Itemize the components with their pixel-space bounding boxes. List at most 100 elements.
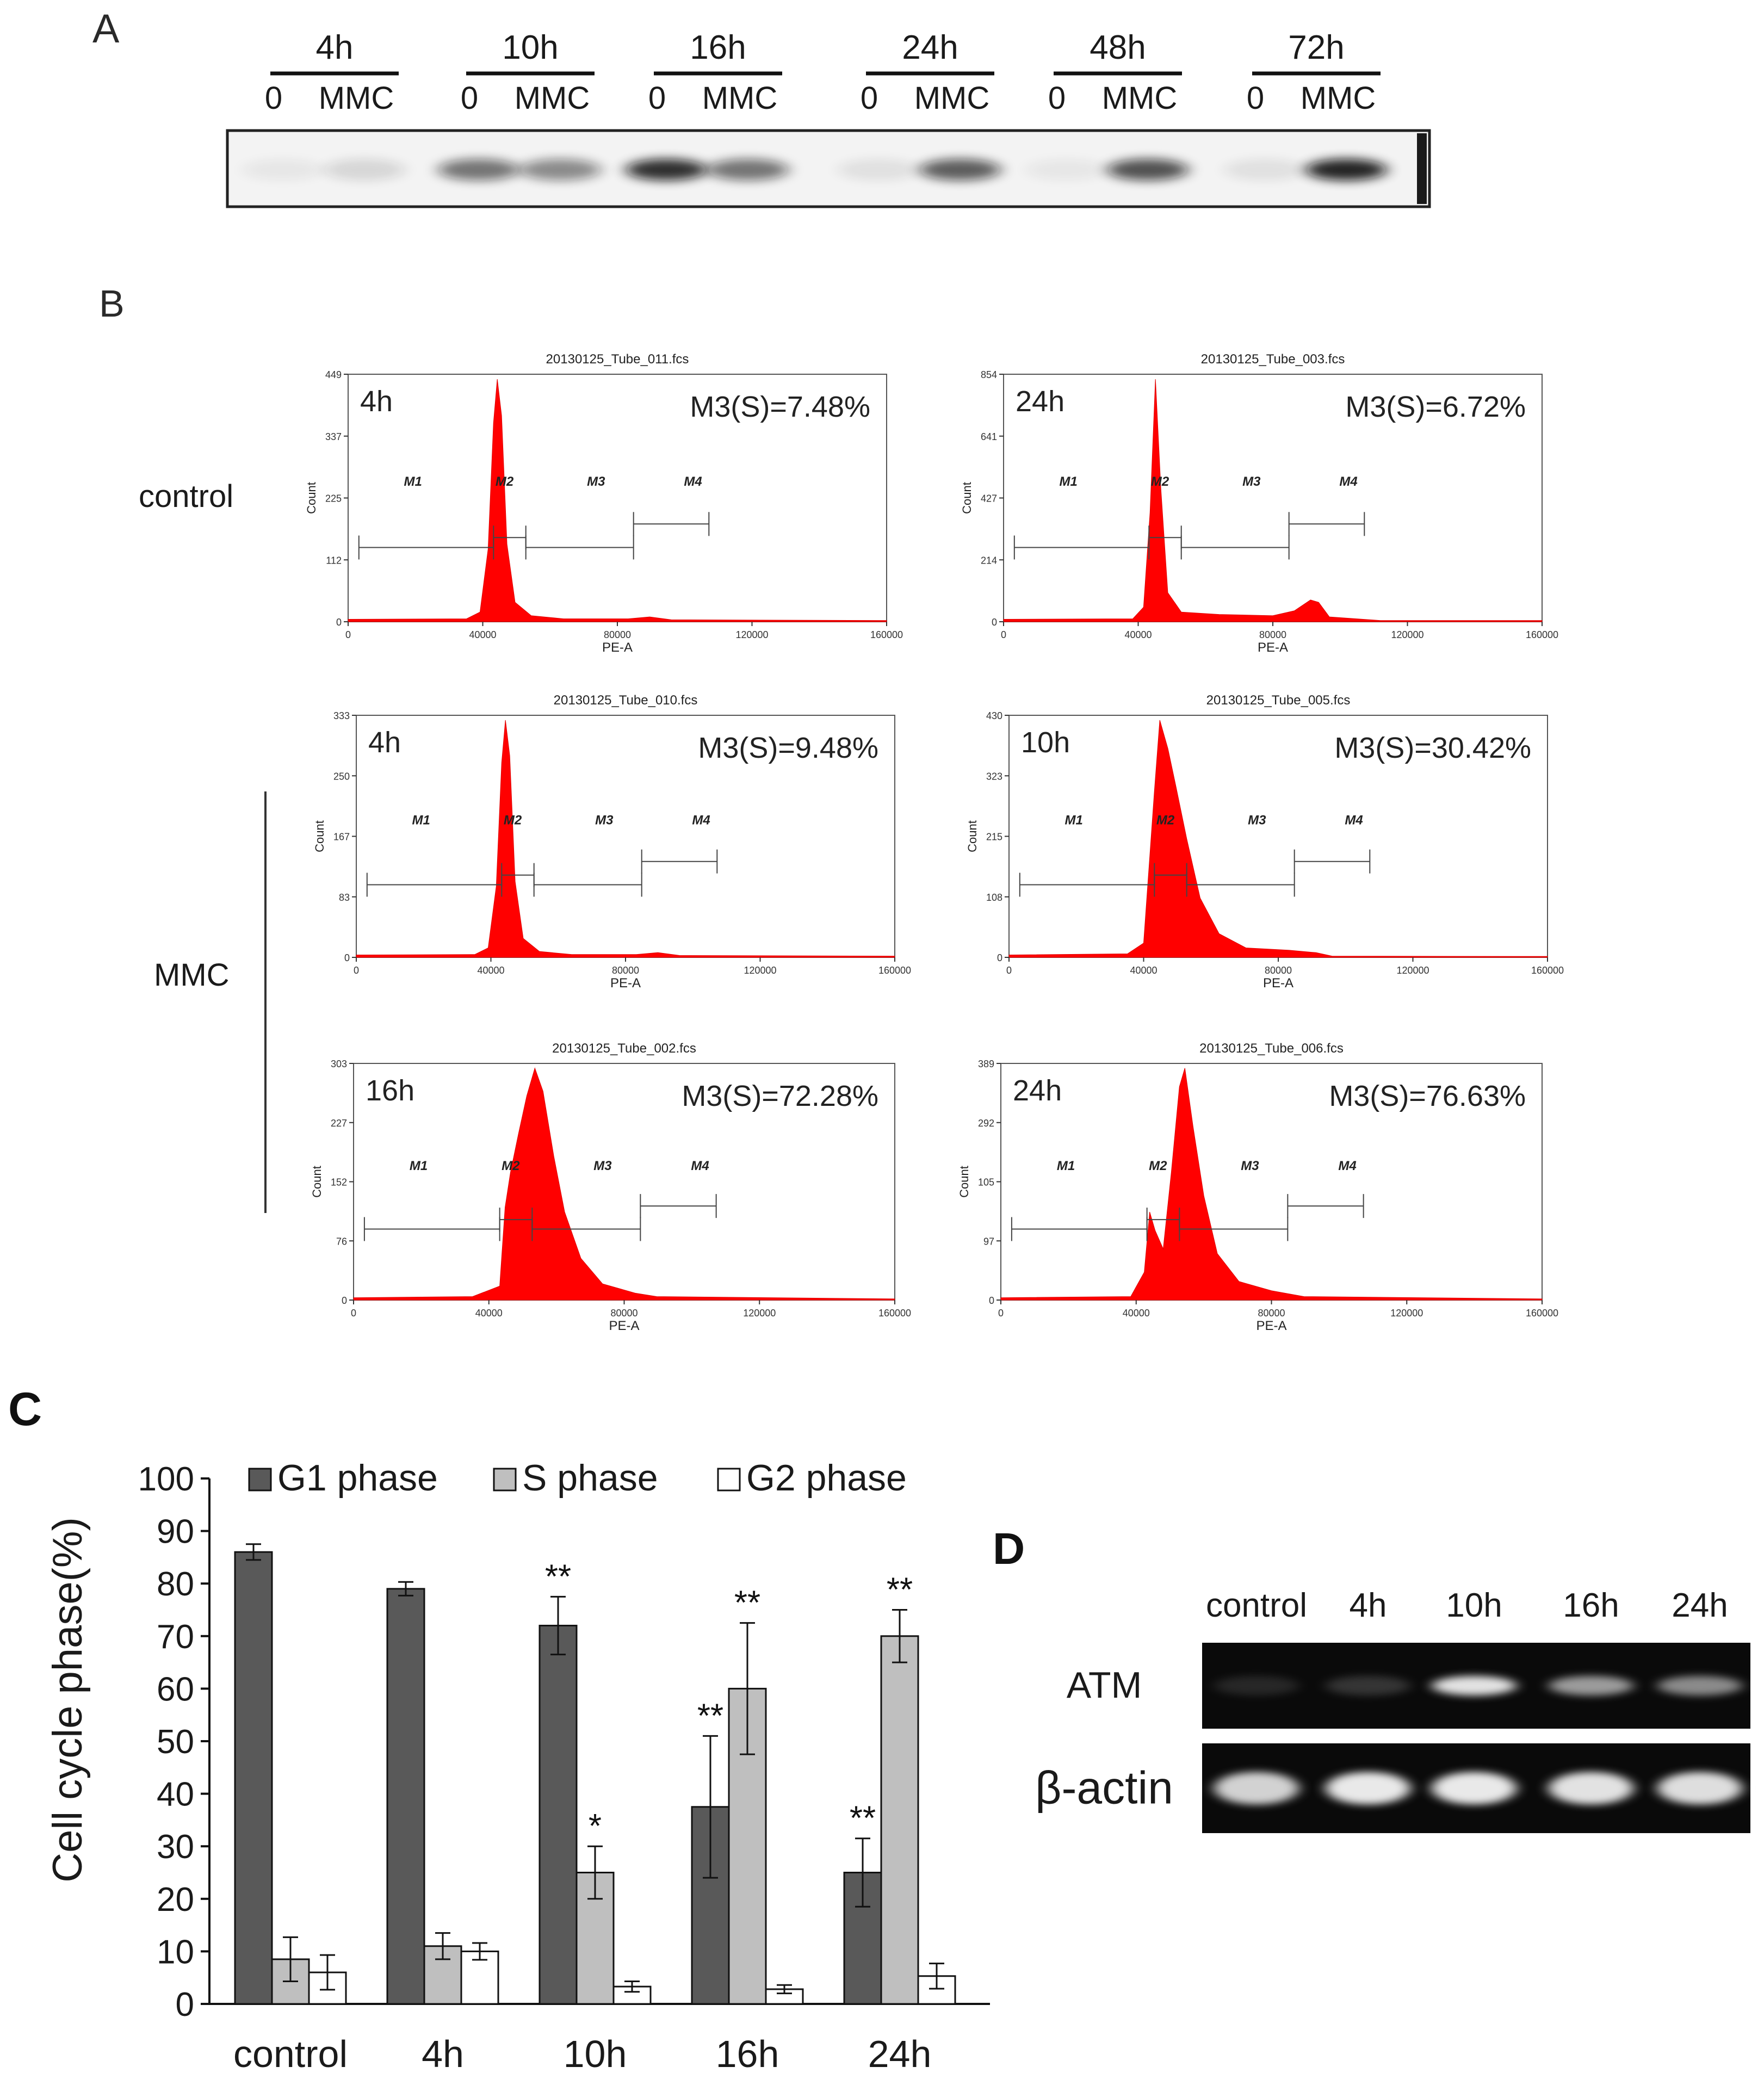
x-axis-title: PE-A [609, 1319, 639, 1333]
gate-marker-label: M4 [1339, 474, 1357, 489]
gel-row-label: β-actin [1035, 1762, 1173, 1814]
gel-band [1549, 1676, 1633, 1695]
bar [234, 1551, 273, 2005]
gate-marker-label: M2 [1149, 1159, 1167, 1173]
x-tick-label: 160000 [878, 965, 911, 976]
x-tick-label: 0 [998, 1308, 1004, 1319]
panel-d-letter: D [993, 1524, 1025, 1574]
row-label-control: control [139, 479, 233, 514]
gate-marker-label: M2 [496, 474, 514, 489]
plot-time-label: 10h [1021, 726, 1070, 759]
gate-marker-label: M1 [1057, 1159, 1075, 1173]
y-tick-label: 250 [333, 771, 350, 782]
western-blot-band [1305, 159, 1387, 181]
y-tick-label: 389 [978, 1059, 994, 1069]
x-tick-label: 0 [351, 1308, 356, 1319]
y-axis-title: Count [965, 820, 979, 852]
plot-filename: 20130125_Tube_003.fcs [1201, 352, 1345, 367]
western-blot-band [519, 159, 601, 181]
plot-filename: 20130125_Tube_011.fcs [546, 352, 689, 367]
gate-marker-label: M2 [502, 1159, 520, 1173]
gel-lane-label: 16h [1563, 1587, 1619, 1624]
y-tick-label: 0 [342, 1295, 347, 1306]
x-category-label: 10h [564, 2033, 627, 2073]
y-tick-label: 0 [989, 1295, 994, 1306]
timepoint-label: 48h [1090, 29, 1146, 66]
y-tick-label: 0 [997, 952, 1002, 963]
gate-marker-label: M1 [410, 1159, 428, 1173]
legend-swatch [717, 1468, 741, 1492]
gate-marker-label: M3 [593, 1159, 612, 1173]
x-axis-title: PE-A [1258, 640, 1288, 655]
gate-marker-label: M4 [691, 1159, 709, 1173]
lane-label-mmc: MMC [702, 81, 778, 116]
lane-label-mmc: MMC [515, 81, 590, 116]
gate-marker-label: M4 [692, 813, 710, 827]
y-tick-label: 215 [986, 832, 1002, 843]
y-tick-label: 427 [981, 493, 997, 504]
plot-frame [356, 715, 895, 958]
plot-time-label: 24h [1016, 385, 1064, 418]
timepoint-label: 4h [316, 29, 354, 66]
x-category-label: 4h [422, 2033, 464, 2073]
significance-marker: * [589, 1808, 602, 1845]
gel-lane-label: 4h [1350, 1587, 1387, 1624]
x-tick-label: 80000 [1265, 965, 1292, 976]
x-tick-label: 0 [345, 629, 351, 640]
x-tick-label: 160000 [878, 1308, 911, 1319]
y-tick-label: 30 [157, 1828, 194, 1866]
plot-s-phase-label: M3(S)=7.48% [690, 391, 870, 423]
significance-marker: ** [545, 1558, 571, 1595]
gel-lane-label: 10h [1446, 1587, 1502, 1624]
gel-lane-label: control [1206, 1587, 1307, 1624]
x-tick-label: 40000 [469, 629, 496, 640]
gate-marker-label: M1 [1065, 813, 1083, 827]
x-tick-label: 80000 [604, 629, 631, 640]
plot-s-phase-label: M3(S)=9.48% [698, 732, 878, 764]
x-tick-label: 120000 [744, 965, 776, 976]
x-tick-label: 40000 [1123, 1308, 1150, 1319]
plot-frame [353, 1063, 895, 1301]
x-tick-label: 160000 [1531, 965, 1564, 976]
plot-filename: 20130125_Tube_010.fcs [554, 693, 698, 708]
histogram-area [353, 1067, 895, 1301]
lane-label-mmc: MMC [914, 81, 990, 116]
histogram-area [1000, 1068, 1543, 1301]
gate-marker-label: M2 [1156, 813, 1175, 827]
legend-label: S phase [522, 1457, 658, 1499]
y-tick-label: 0 [344, 952, 350, 963]
gel-band [1214, 1676, 1299, 1695]
y-tick-label: 641 [981, 431, 997, 442]
y-tick-label: 323 [986, 771, 1002, 782]
histogram-area [1008, 720, 1548, 958]
x-tick-label: 120000 [735, 629, 768, 640]
x-category-label: control [233, 2033, 348, 2073]
gate-marker-label: M2 [1151, 474, 1169, 489]
significance-marker: ** [697, 1697, 723, 1735]
y-tick-label: 60 [157, 1670, 194, 1708]
x-tick-label: 0 [1006, 965, 1012, 976]
panel-a-lane-headers: 4h 0 MMC 10h 0 MMC 16h 0 MMC 24h 0 MMC 48h 0 MMC 72h 0 MM… [265, 29, 1381, 116]
y-tick-label: 20 [157, 1881, 194, 1919]
y-tick-label: 337 [325, 431, 342, 442]
x-tick-label: 80000 [1259, 629, 1286, 640]
x-axis-title: PE-A [602, 640, 633, 655]
y-axis-title: Count [957, 1166, 971, 1198]
western-blot-bands [242, 159, 1387, 181]
panel-a: A 4h 0 MMC 10h 0 MMC 16h 0 MMC 24h 0 MMC 48h 0 MMC 72h 0… [92, 6, 1431, 208]
legend-label: G1 phase [277, 1457, 438, 1499]
bar [539, 1624, 578, 2005]
western-blot-band [1224, 159, 1305, 181]
legend-label: G2 phase [746, 1457, 907, 1499]
y-tick-label: 83 [339, 892, 350, 903]
y-axis-title: Count [960, 482, 974, 514]
y-tick-label: 152 [331, 1177, 347, 1188]
gel-band [1214, 1772, 1299, 1805]
gate-marker-label: M3 [1242, 474, 1261, 489]
y-tick-label: 112 [326, 555, 342, 566]
histogram-area [356, 720, 895, 958]
western-blot-band [1107, 159, 1189, 181]
lane-label-zero: 0 [1048, 81, 1066, 116]
western-blot-band [626, 159, 707, 181]
x-tick-label: 160000 [1526, 1308, 1558, 1319]
